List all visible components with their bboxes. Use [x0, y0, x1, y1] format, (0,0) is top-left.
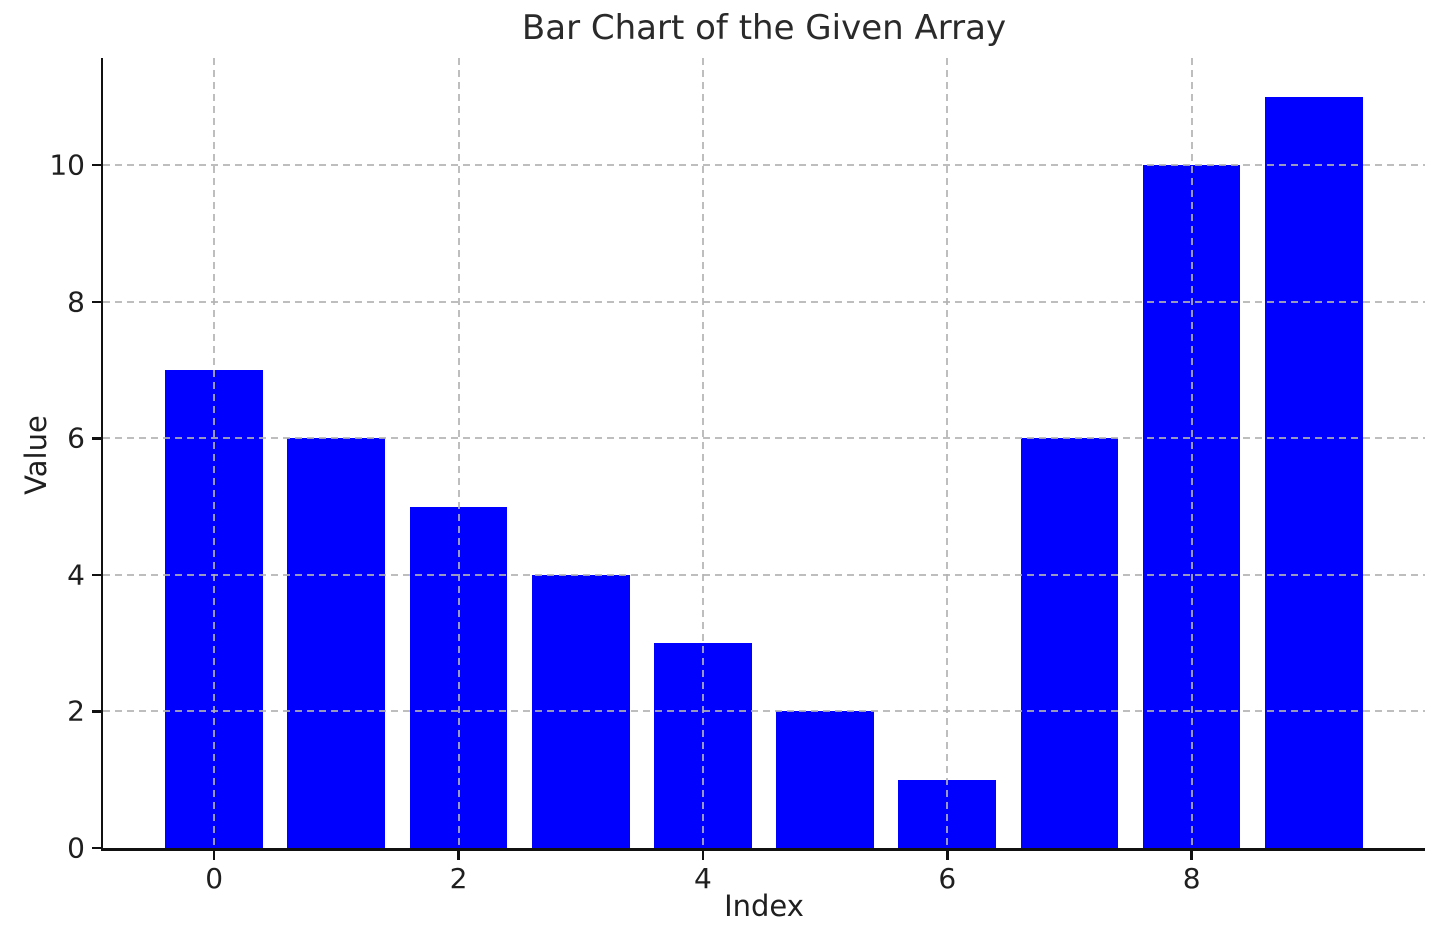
x-tick-mark-0	[212, 850, 216, 860]
y-tick-label-4: 4	[67, 558, 85, 592]
y-tick-mark-10	[91, 163, 101, 167]
y-tick-label-8: 8	[67, 285, 85, 319]
y-tick-label-2: 2	[67, 694, 85, 728]
x-tick-label-4: 4	[693, 862, 712, 895]
v-gridline-6	[946, 58, 949, 848]
v-gridline-8	[1190, 58, 1193, 848]
h-gridline-2	[103, 710, 1425, 713]
v-gridline-0	[213, 58, 216, 848]
bar-index-1	[287, 438, 386, 848]
chart-title: Bar Chart of the Given Array	[521, 8, 1007, 48]
h-gridline-8	[103, 300, 1425, 303]
y-tick-label-0: 0	[67, 831, 85, 865]
x-axis-label: Index	[724, 889, 804, 923]
x-tick-label-0: 0	[205, 862, 224, 895]
y-tick-mark-6	[91, 437, 101, 440]
y-tick-label-10: 10	[49, 148, 85, 182]
y-tick-label-6: 6	[67, 421, 85, 455]
plot-area: 0 2 4 6 8 0 2 4 6 8 10	[49, 58, 1425, 895]
y-axis-label: Value	[19, 415, 53, 495]
x-axis-spine	[100, 848, 1425, 851]
y-tick-mark-4	[91, 573, 101, 577]
bar-index-7	[1020, 438, 1119, 848]
x-tick-mark-6	[946, 850, 949, 860]
h-gridline-10	[103, 164, 1425, 167]
bar-index-5	[776, 711, 874, 848]
x-tick-mark-2	[457, 850, 460, 860]
v-gridline-4	[701, 58, 704, 848]
h-gridline-4	[103, 573, 1425, 576]
x-tick-mark-8	[1190, 850, 1193, 860]
x-tick-label-2: 2	[449, 862, 468, 895]
y-tick-mark-0	[91, 846, 101, 850]
v-gridline-2	[457, 58, 460, 848]
h-gridline-6	[103, 437, 1425, 440]
y-tick-mark-8	[91, 300, 101, 303]
x-tick-mark-4	[701, 850, 705, 860]
y-tick-mark-2	[91, 710, 101, 713]
x-tick-label-6: 6	[938, 862, 957, 895]
x-tick-label-8: 8	[1182, 862, 1201, 895]
bar-index-9	[1264, 96, 1363, 848]
y-axis-spine	[100, 58, 103, 851]
